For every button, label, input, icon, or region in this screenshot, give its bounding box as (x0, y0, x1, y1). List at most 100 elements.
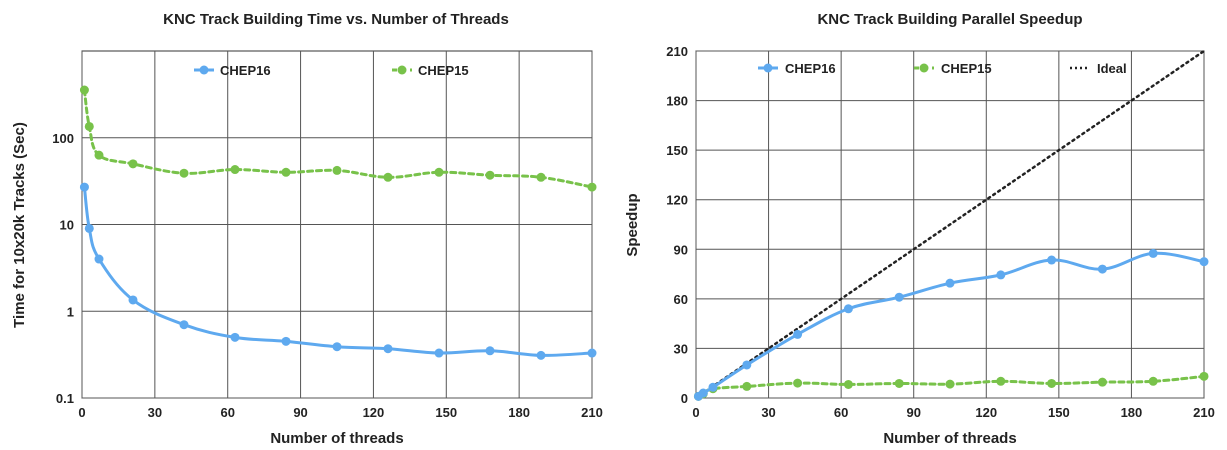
data-point (79, 85, 89, 95)
x-tick-label: 30 (761, 405, 775, 420)
data-point (281, 336, 291, 346)
legend-label: Ideal (1097, 61, 1127, 76)
data-point (1047, 378, 1057, 388)
legend-item-chep16: CHEP16 (758, 61, 836, 76)
data-point (179, 320, 189, 330)
data-point (128, 159, 138, 169)
series-chep16 (693, 248, 1209, 401)
grid (695, 50, 1205, 399)
y-tick-label: 1 (67, 304, 74, 319)
y-tick-label: 10 (60, 218, 74, 233)
x-tick-label: 90 (293, 405, 307, 420)
x-axis-label: Number of threads (883, 430, 1016, 447)
y-tick-label: 60 (674, 292, 688, 307)
data-point (843, 304, 853, 314)
data-point (230, 165, 240, 175)
x-tick-label: 90 (906, 405, 920, 420)
series-chep16 (79, 182, 597, 360)
data-point (945, 379, 955, 389)
data-point (84, 121, 94, 131)
x-tick-label: 180 (1121, 405, 1143, 420)
data-point (996, 270, 1006, 280)
y-tick-label: 210 (666, 44, 688, 59)
data-point (485, 346, 495, 356)
y-tick-label: 100 (52, 131, 74, 146)
data-point (230, 332, 240, 342)
legend: CHEP16 CHEP15 (194, 63, 469, 78)
y-ticks: 0.1 1 10 100 (52, 131, 74, 406)
data-point (332, 165, 342, 175)
chart-time-vs-threads: KNC Track Building Time vs. Number of Th… (11, 11, 603, 447)
data-point (1097, 264, 1107, 274)
x-tick-label: 120 (975, 405, 997, 420)
legend-label: CHEP16 (785, 61, 836, 76)
data-point (1199, 371, 1209, 381)
legend-label: CHEP15 (418, 63, 469, 78)
data-point (742, 381, 752, 391)
y-tick-label: 180 (666, 94, 688, 109)
legend-item-chep16: CHEP16 (194, 63, 271, 78)
chart-title: KNC Track Building Parallel Speedup (817, 11, 1082, 28)
y-tick-label: 150 (666, 143, 688, 158)
data-point (94, 254, 104, 264)
data-point (1199, 257, 1209, 267)
data-point (793, 378, 803, 388)
data-point (1047, 255, 1057, 265)
data-point (894, 292, 904, 302)
data-point (742, 360, 752, 370)
x-tick-label: 210 (1193, 405, 1215, 420)
data-point (587, 348, 597, 358)
series-layer (79, 85, 597, 360)
data-point (94, 150, 104, 160)
data-point (332, 342, 342, 352)
legend-item-ideal: Ideal (1070, 61, 1127, 76)
data-point (485, 170, 495, 180)
x-tick-label: 30 (148, 405, 162, 420)
x-tick-label: 0 (692, 405, 699, 420)
data-point (587, 182, 597, 192)
series-line (82, 185, 594, 357)
y-tick-label: 120 (666, 193, 688, 208)
data-point (1148, 376, 1158, 386)
chart-title: KNC Track Building Time vs. Number of Th… (163, 11, 509, 28)
y-axis-label: Time for 10x20k Tracks (Sec) (11, 122, 28, 328)
data-point (793, 329, 803, 339)
x-tick-label: 60 (834, 405, 848, 420)
y-tick-label: 0.1 (56, 391, 74, 406)
data-point (698, 388, 708, 398)
data-point (996, 376, 1006, 386)
data-point (434, 348, 444, 358)
data-point (536, 350, 546, 360)
data-point (1097, 377, 1107, 387)
x-axis-label: Number of threads (270, 430, 403, 447)
data-point (383, 172, 393, 182)
series-line (694, 49, 1206, 400)
data-point (128, 295, 138, 305)
x-tick-label: 60 (220, 405, 234, 420)
data-point (1148, 248, 1158, 258)
y-tick-label: 90 (674, 242, 688, 257)
chart-parallel-speedup: KNC Track Building Parallel Speedup 0 30… (624, 11, 1215, 447)
legend: CHEP16 CHEP15 Ideal (758, 61, 1127, 76)
data-point (434, 167, 444, 177)
data-point (383, 344, 393, 354)
grid (81, 51, 593, 399)
data-point (281, 167, 291, 177)
data-point (536, 172, 546, 182)
data-point (84, 223, 94, 233)
x-tick-label: 210 (581, 405, 603, 420)
legend-label: CHEP16 (220, 63, 271, 78)
legend-item-chep15: CHEP15 (392, 63, 469, 78)
series-line (696, 251, 1206, 398)
y-axis-label: Speedup (624, 193, 641, 256)
data-point (843, 379, 853, 389)
legend-item-chep15: CHEP15 (914, 61, 992, 76)
y-tick-label: 0 (681, 391, 688, 406)
y-ticks: 0 30 60 90 120 150 180 210 (666, 44, 688, 406)
x-ticks: 0 30 60 90 120 150 180 210 (78, 405, 602, 420)
x-tick-label: 150 (1048, 405, 1070, 420)
x-tick-label: 0 (78, 405, 85, 420)
series-ideal (694, 49, 1206, 400)
data-point (179, 168, 189, 178)
